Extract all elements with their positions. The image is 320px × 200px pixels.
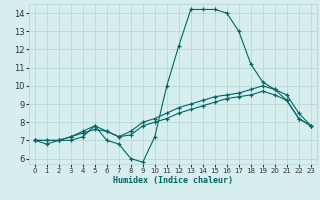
- X-axis label: Humidex (Indice chaleur): Humidex (Indice chaleur): [113, 176, 233, 185]
